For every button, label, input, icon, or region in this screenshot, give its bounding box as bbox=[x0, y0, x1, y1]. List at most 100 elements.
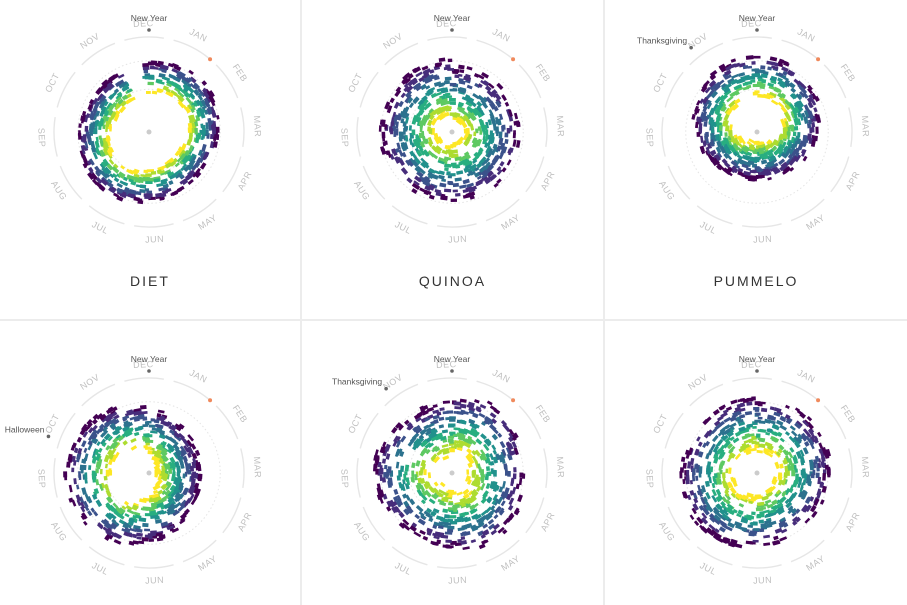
data-mark bbox=[470, 492, 478, 500]
data-mark bbox=[113, 177, 120, 183]
data-mark bbox=[92, 456, 97, 464]
data-mark bbox=[400, 92, 406, 99]
data-mark bbox=[799, 115, 804, 121]
data-mark bbox=[483, 157, 491, 164]
data-mark bbox=[701, 512, 708, 519]
data-mark bbox=[453, 112, 461, 118]
data-mark bbox=[485, 452, 491, 459]
data-mark bbox=[502, 423, 509, 430]
data-mark bbox=[121, 94, 129, 101]
data-mark bbox=[418, 103, 425, 111]
data-mark bbox=[751, 61, 756, 65]
annotation-label: Halloween bbox=[5, 424, 45, 434]
data-mark bbox=[462, 154, 469, 161]
data-mark bbox=[450, 198, 458, 203]
data-mark bbox=[155, 78, 163, 84]
month-label-apr: APR bbox=[539, 511, 557, 533]
data-mark bbox=[512, 432, 519, 439]
data-mark bbox=[770, 65, 779, 70]
data-mark bbox=[191, 452, 198, 460]
data-mark bbox=[758, 519, 765, 524]
data-mark bbox=[90, 172, 98, 181]
data-mark bbox=[500, 451, 506, 459]
data-mark bbox=[783, 61, 790, 67]
data-mark bbox=[500, 500, 506, 507]
data-mark bbox=[474, 399, 480, 404]
data-mark bbox=[751, 435, 757, 441]
data-mark bbox=[159, 196, 165, 201]
data-mark bbox=[436, 411, 442, 416]
data-mark bbox=[767, 414, 774, 419]
data-mark bbox=[729, 486, 737, 495]
data-mark bbox=[159, 171, 167, 176]
data-mark bbox=[110, 523, 117, 530]
data-mark bbox=[498, 507, 505, 515]
data-mark bbox=[405, 159, 411, 166]
data-mark bbox=[761, 503, 769, 508]
data-mark bbox=[485, 416, 493, 423]
data-mark bbox=[758, 146, 767, 152]
data-mark bbox=[89, 166, 94, 172]
data-mark bbox=[742, 82, 748, 87]
data-mark bbox=[494, 507, 501, 514]
new-year-label: New Year bbox=[739, 354, 776, 364]
data-mark bbox=[809, 504, 817, 513]
data-mark bbox=[428, 194, 435, 200]
data-mark bbox=[761, 495, 769, 501]
data-mark bbox=[90, 433, 97, 440]
data-mark bbox=[741, 163, 749, 169]
data-mark bbox=[480, 473, 486, 482]
data-mark bbox=[86, 496, 93, 504]
grid-divider-row bbox=[0, 319, 907, 321]
data-mark bbox=[744, 411, 753, 416]
data-mark bbox=[123, 500, 130, 506]
data-mark bbox=[445, 522, 452, 526]
data-mark bbox=[81, 154, 88, 163]
data-mark bbox=[734, 521, 743, 528]
month-ring-arc bbox=[222, 497, 242, 534]
data-mark bbox=[441, 149, 449, 155]
data-mark bbox=[381, 477, 386, 483]
data-mark bbox=[712, 445, 719, 453]
data-mark bbox=[112, 437, 119, 444]
new-year-label: New Year bbox=[739, 13, 776, 23]
data-mark bbox=[421, 491, 427, 497]
data-mark bbox=[779, 437, 785, 443]
month-label-dec: DEC bbox=[133, 18, 154, 29]
data-mark bbox=[84, 477, 88, 484]
data-mark bbox=[714, 532, 722, 539]
data-mark bbox=[771, 423, 779, 430]
data-mark bbox=[109, 173, 115, 179]
data-mark bbox=[478, 74, 485, 80]
data-mark bbox=[433, 492, 440, 498]
month-label-sep: SEP bbox=[644, 469, 655, 489]
data-mark bbox=[729, 130, 733, 138]
chart-title: PUMMELO bbox=[713, 273, 799, 289]
data-mark bbox=[133, 408, 141, 412]
data-mark bbox=[484, 473, 490, 481]
data-mark bbox=[406, 159, 414, 167]
data-mark bbox=[493, 408, 501, 415]
data-mark bbox=[418, 76, 425, 83]
data-mark bbox=[760, 65, 766, 70]
data-mark bbox=[507, 504, 514, 511]
data-mark bbox=[713, 514, 722, 522]
data-mark bbox=[447, 545, 454, 549]
data-mark bbox=[388, 126, 392, 131]
data-mark bbox=[144, 513, 152, 517]
data-mark bbox=[508, 109, 513, 117]
month-ring-arc bbox=[823, 64, 847, 99]
data-mark bbox=[743, 439, 750, 444]
data-mark bbox=[160, 178, 167, 183]
data-mark bbox=[711, 494, 718, 503]
data-mark bbox=[78, 474, 82, 481]
data-mark bbox=[98, 447, 103, 453]
data-mark bbox=[777, 473, 783, 481]
data-mark bbox=[376, 494, 382, 501]
data-mark bbox=[489, 412, 497, 419]
data-mark bbox=[416, 488, 423, 497]
data-mark bbox=[799, 486, 804, 493]
data-mark bbox=[438, 174, 445, 180]
data-mark bbox=[789, 425, 796, 431]
annotation-dot bbox=[46, 434, 51, 439]
